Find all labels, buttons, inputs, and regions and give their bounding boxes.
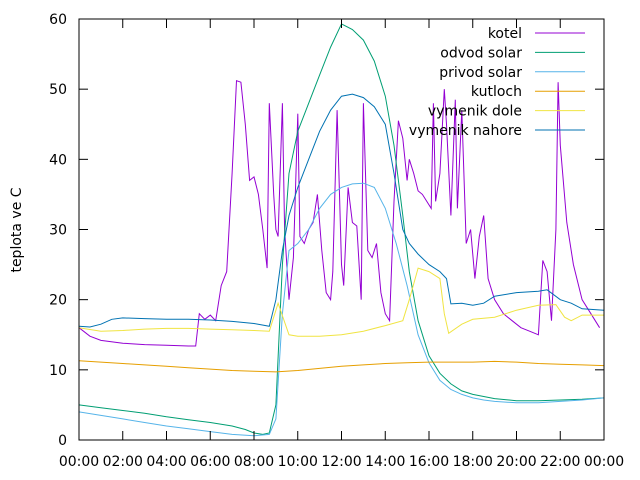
x-tick-label: 02:00: [103, 454, 143, 470]
x-tick-label: 04:00: [146, 454, 186, 470]
legend-label: kutloch: [471, 84, 522, 100]
y-axis-label: teplota ve C: [9, 187, 25, 272]
y-tick-label: 10: [49, 363, 67, 379]
x-tick-label: 00:00: [59, 454, 99, 470]
legend-label: privod solar: [439, 65, 522, 81]
y-tick-label: 60: [49, 12, 67, 28]
x-tick-label: 08:00: [234, 454, 274, 470]
y-tick-label: 50: [49, 82, 67, 98]
x-tick-label: 14:00: [365, 454, 405, 470]
x-tick-label: 06:00: [190, 454, 230, 470]
series-line-vymenik-dole: [78, 267, 604, 337]
series-line-odvod-solar: [78, 23, 605, 435]
series-line-vymenik-nahore: [78, 93, 605, 328]
x-tick-label: 16:00: [409, 454, 449, 470]
x-tick-label: 00:00: [584, 454, 624, 470]
legend-label: vymenik dole: [428, 104, 522, 120]
series-line-kotel: [78, 80, 601, 347]
x-tick-label: 18:00: [453, 454, 493, 470]
x-tick-label: 22:00: [540, 454, 580, 470]
x-tick-label: 20:00: [496, 454, 536, 470]
y-tick-label: 0: [58, 433, 67, 449]
legend: kotel odvod solar privod solar kutloch vymen…: [409, 26, 585, 139]
y-tick-label: 20: [49, 293, 67, 309]
y-tick-label: 40: [49, 152, 67, 168]
y-tick-label: 30: [49, 223, 67, 239]
legend-label: odvod solar: [440, 45, 522, 61]
series-line-kutloch: [78, 360, 605, 373]
legend-label: vymenik nahore: [409, 123, 522, 139]
x-tick-label: 10:00: [278, 454, 318, 470]
legend-label: kotel: [488, 26, 522, 42]
x-tick-label: 12:00: [321, 454, 361, 470]
